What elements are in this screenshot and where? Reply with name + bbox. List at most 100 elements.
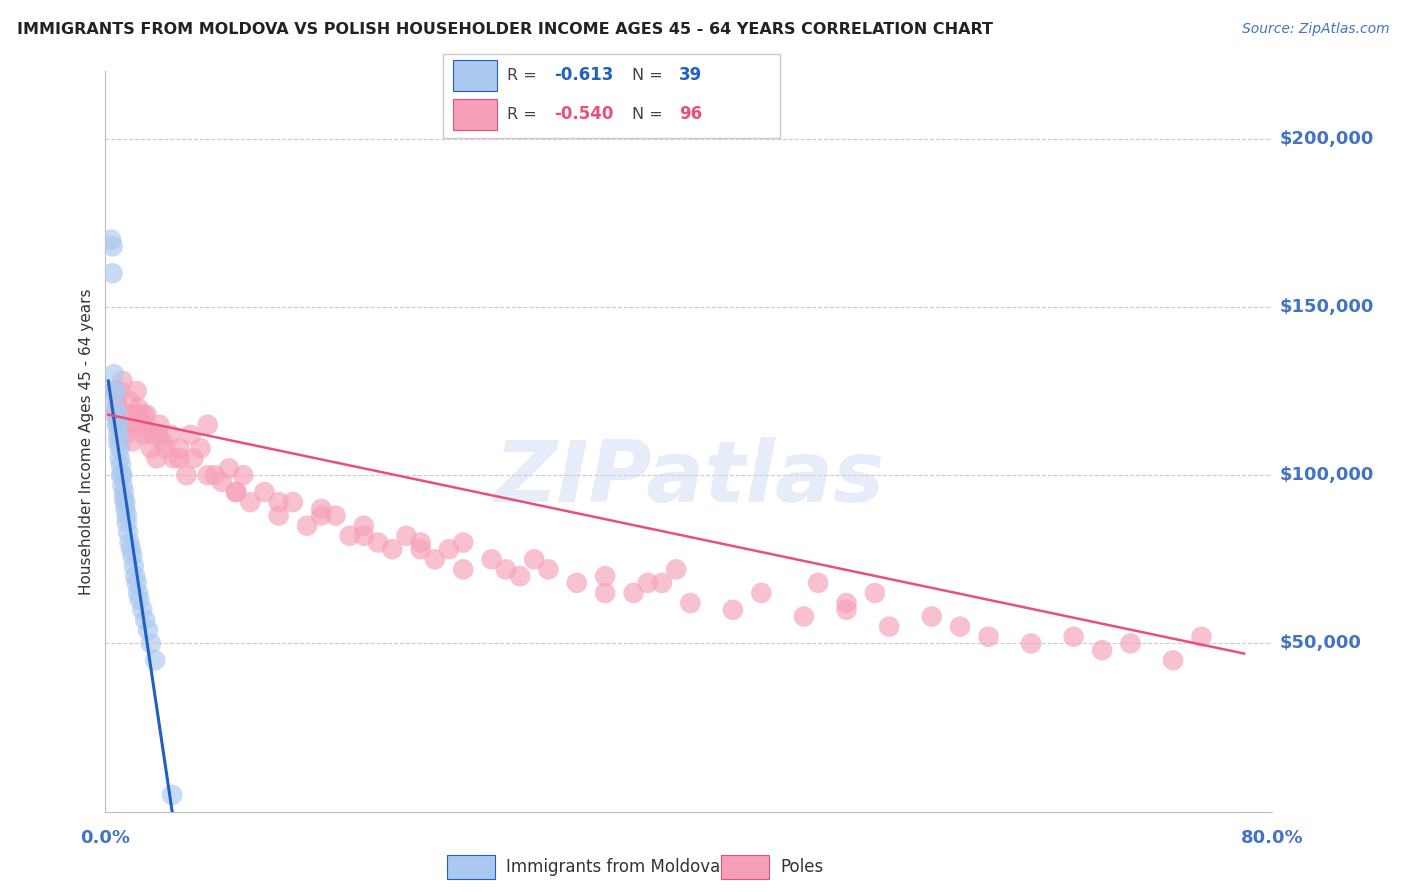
Point	[437, 542, 460, 557]
Point	[197, 468, 219, 483]
Point	[148, 417, 170, 432]
Point	[863, 586, 886, 600]
Point	[125, 384, 148, 398]
Point	[101, 266, 124, 280]
Point	[225, 485, 247, 500]
Point	[637, 575, 659, 590]
Point	[176, 468, 198, 483]
Point	[136, 623, 159, 637]
Point	[679, 596, 702, 610]
Point	[295, 518, 318, 533]
Point	[1019, 636, 1042, 650]
Text: 96: 96	[679, 105, 702, 123]
Point	[218, 461, 240, 475]
Point	[105, 394, 128, 409]
Point	[451, 535, 474, 549]
Point	[103, 368, 125, 382]
Y-axis label: Householder Income Ages 45 - 64 years: Householder Income Ages 45 - 64 years	[79, 288, 94, 595]
Point	[281, 495, 304, 509]
Text: N =: N =	[631, 107, 668, 121]
Point	[100, 233, 122, 247]
Point	[124, 569, 146, 583]
Point	[204, 468, 226, 483]
Point	[451, 562, 474, 576]
Point	[139, 636, 162, 650]
Point	[1191, 630, 1213, 644]
Point	[115, 508, 138, 523]
Point	[367, 535, 389, 549]
Point	[309, 501, 332, 516]
Point	[835, 603, 858, 617]
Text: R =: R =	[508, 68, 541, 83]
Point	[565, 575, 588, 590]
Text: N =: N =	[631, 68, 668, 83]
Text: Source: ZipAtlas.com: Source: ZipAtlas.com	[1241, 22, 1389, 37]
Point	[665, 562, 688, 576]
Point	[481, 552, 503, 566]
Point	[107, 434, 129, 449]
Point	[153, 442, 176, 456]
Point	[108, 451, 131, 466]
Point	[142, 427, 165, 442]
Point	[107, 417, 129, 432]
Point	[807, 575, 830, 590]
Point	[325, 508, 347, 523]
Point	[114, 495, 136, 509]
Point	[877, 619, 900, 633]
Point	[160, 788, 183, 802]
Point	[105, 417, 128, 432]
Point	[835, 596, 858, 610]
Point	[115, 417, 138, 432]
Point	[112, 485, 135, 500]
Point	[169, 451, 191, 466]
Point	[183, 451, 205, 466]
Point	[118, 535, 141, 549]
Point	[749, 586, 772, 600]
Point	[162, 451, 184, 466]
Point	[136, 425, 159, 439]
Point	[104, 401, 127, 415]
Point	[104, 408, 127, 422]
Point	[104, 384, 127, 398]
Point	[135, 408, 157, 422]
Point	[977, 630, 1000, 644]
Bar	[453, 61, 496, 91]
Point	[127, 401, 149, 415]
Point	[118, 394, 141, 409]
Point	[132, 427, 155, 442]
Point	[309, 508, 332, 523]
Point	[145, 451, 167, 466]
Text: 39: 39	[679, 66, 703, 84]
Point	[239, 495, 262, 509]
Point	[1119, 636, 1142, 650]
Text: -0.613: -0.613	[554, 66, 613, 84]
Point	[146, 427, 169, 442]
Point	[1161, 653, 1184, 667]
Text: R =: R =	[508, 107, 541, 121]
Point	[381, 542, 404, 557]
Point	[180, 427, 202, 442]
Point	[128, 408, 150, 422]
Point	[114, 427, 136, 442]
Point	[114, 501, 136, 516]
Point	[267, 508, 290, 523]
Point	[127, 586, 149, 600]
Point	[523, 552, 546, 566]
Point	[108, 384, 131, 398]
Point	[121, 434, 143, 449]
Point	[1063, 630, 1085, 644]
Text: 80.0%: 80.0%	[1241, 830, 1303, 847]
Point	[793, 609, 815, 624]
Point	[150, 434, 173, 449]
Point	[409, 535, 432, 549]
Point	[122, 559, 145, 574]
Point	[197, 417, 219, 432]
Point	[120, 408, 142, 422]
Point	[190, 442, 212, 456]
Point	[509, 569, 531, 583]
Point	[721, 603, 744, 617]
Point	[103, 384, 125, 398]
Point	[409, 542, 432, 557]
Point	[120, 542, 142, 557]
Point	[159, 427, 181, 442]
